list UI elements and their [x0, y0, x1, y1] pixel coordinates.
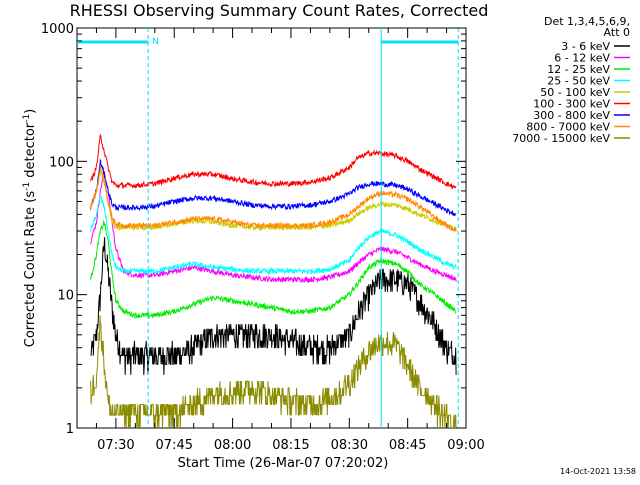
legend-entry-label: 300 - 800 keV [533, 109, 610, 122]
x-tick-label: 08:00 [214, 438, 251, 453]
legend-entry-label: 800 - 7000 keV [526, 121, 610, 134]
x-tick-label: 07:45 [156, 438, 193, 453]
legend-header-line: Att 0 [604, 26, 630, 39]
legend-entry-label: 3 - 6 keV [561, 40, 610, 53]
legend-entry-label: 25 - 50 keV [547, 75, 610, 88]
series-line-7 [90, 165, 457, 232]
x-tick-label: 08:45 [389, 438, 426, 453]
x-tick-label: 08:15 [272, 438, 309, 453]
timestamp: 14-Oct-2021 13:58 [560, 467, 636, 476]
series-line-5 [90, 134, 457, 190]
legend-entry-label: 7000 - 15000 keV [512, 132, 610, 145]
series-line-2 [90, 219, 457, 320]
legend-entry-label: 12 - 25 keV [547, 63, 610, 76]
y-axis-label-mid: detector [23, 122, 38, 182]
y-axis-label-end: ) [23, 109, 38, 114]
legend-entry-label: 6 - 12 keV [554, 52, 610, 65]
y-axis-label: Corrected Count Rate (s-1 detector-1) [22, 109, 38, 347]
series-line-4 [90, 170, 457, 232]
chart-title: RHESSI Observing Summary Count Rates, Co… [70, 1, 489, 20]
legend-header-line: Det 1,3,4,5,6,9, [544, 15, 630, 28]
y-tick-label: 10 [57, 289, 74, 304]
y-axis-label-sup2: -1 [22, 114, 32, 123]
y-axis-label-sup1: -1 [22, 182, 32, 191]
x-tick-label: 08:30 [331, 438, 368, 453]
legend-entry-label: 100 - 300 keV [533, 98, 610, 111]
y-tick-label: 100 [49, 155, 74, 170]
x-axis-label: Start Time (26-Mar-07 07:20:02) [178, 456, 389, 471]
series-line-8 [90, 315, 457, 428]
x-tick-label: 07:30 [97, 438, 134, 453]
series-line-1 [90, 170, 457, 284]
x-tick-label: 09:00 [447, 438, 484, 453]
series-line-6 [90, 159, 457, 217]
y-axis-label-main: Corrected Count Rate (s [23, 191, 38, 348]
series-line-3 [90, 195, 457, 276]
night-marker-label: N [152, 37, 159, 47]
series-line-0 [90, 237, 457, 375]
y-tick-label: 1 [66, 422, 74, 437]
plot-area: N 1 10 100 1000 07:30 07:45 08:00 08:15 08:30 08:4… [41, 22, 485, 453]
legend-entry-label: 50 - 100 keV [540, 86, 610, 99]
y-tick-label: 1000 [41, 22, 74, 37]
